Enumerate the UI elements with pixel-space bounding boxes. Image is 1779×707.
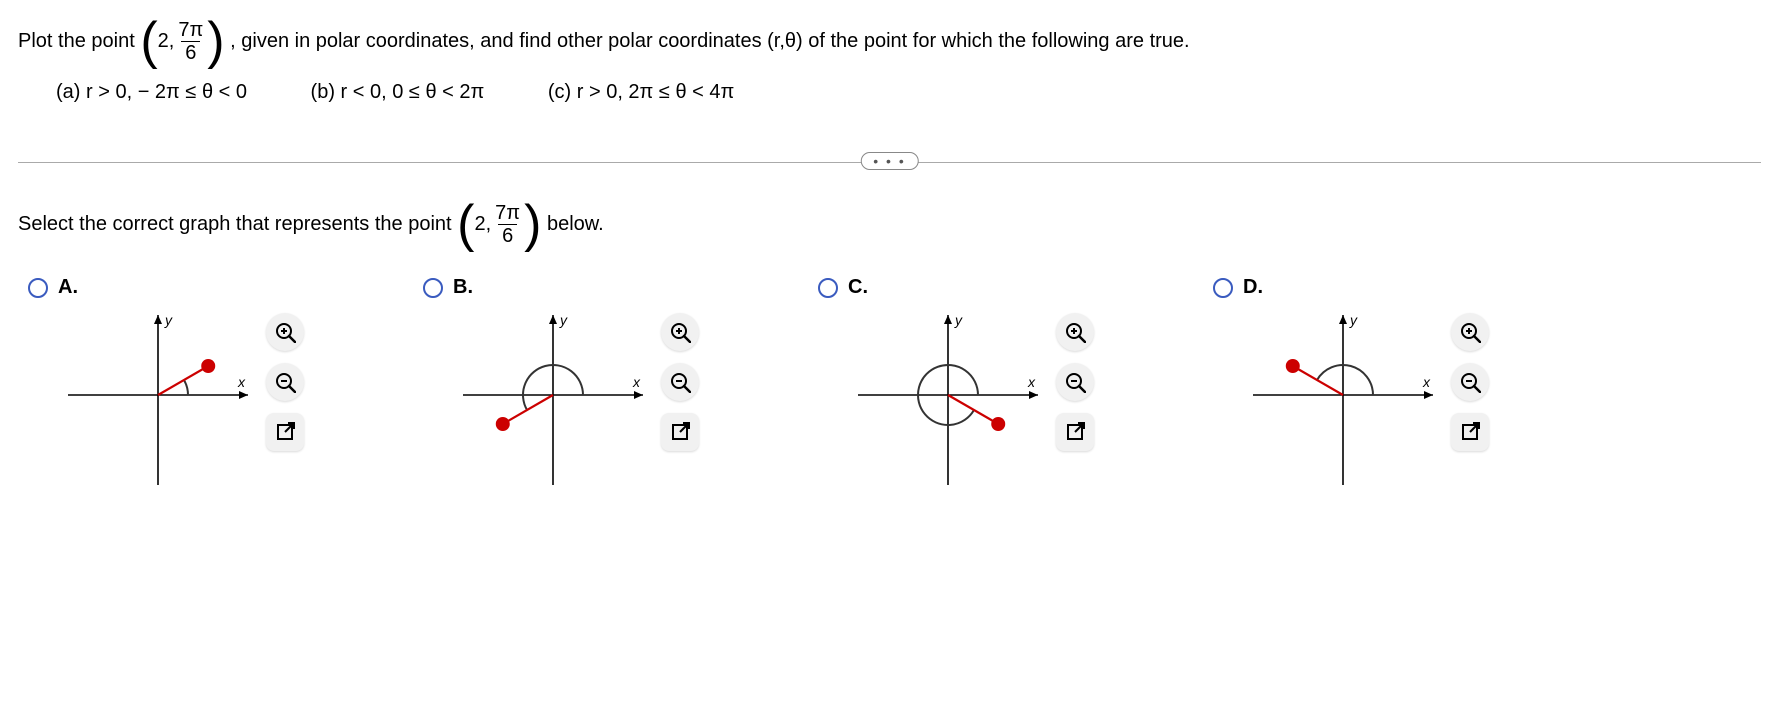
question-text: Plot the point ( 2, 7π 6 ) , given in po… xyxy=(18,20,1761,63)
radio-d[interactable] xyxy=(1213,278,1233,298)
subparts: (a) r > 0, − 2π ≤ θ < 0 (b) r < 0, 0 ≤ θ… xyxy=(56,81,1761,104)
question-tail: , given in polar coordinates, and find o… xyxy=(230,30,1189,52)
tool-column-b xyxy=(661,313,699,451)
fraction-7pi-over-6-2: 7π 6 xyxy=(493,203,522,246)
radio-b[interactable] xyxy=(423,278,443,298)
x-axis-label: x xyxy=(632,374,641,390)
popout-icon[interactable] xyxy=(661,413,699,451)
y-axis-label: y xyxy=(164,312,173,328)
option-b-header[interactable]: B. xyxy=(413,276,808,299)
popout-icon[interactable] xyxy=(266,413,304,451)
fraction-7pi-over-6: 7π 6 xyxy=(176,20,205,63)
option-d-label: D. xyxy=(1243,276,1263,299)
point-expression-2: ( 2, 7π 6 ) xyxy=(457,203,541,246)
prompt2-lead: Select the correct graph that represents… xyxy=(18,213,452,235)
question-lead: Plot the point xyxy=(18,30,135,52)
zoom-in-icon[interactable] xyxy=(1451,313,1489,351)
option-d-header[interactable]: D. xyxy=(1203,276,1598,299)
option-a-header[interactable]: A. xyxy=(18,276,413,299)
option-d: D. y x xyxy=(1203,276,1598,495)
point-r: 2, xyxy=(158,30,175,53)
x-axis-label: x xyxy=(1027,374,1036,390)
popout-icon[interactable] xyxy=(1056,413,1094,451)
tool-column-d xyxy=(1451,313,1489,451)
graph-d: y x xyxy=(1243,305,1443,495)
tool-column-c xyxy=(1056,313,1094,451)
option-c-label: C. xyxy=(848,276,868,299)
graph-c: y x xyxy=(848,305,1048,495)
option-b: B. y x xyxy=(413,276,808,495)
options-row: A. y x xyxy=(18,276,1761,495)
tool-column-a xyxy=(266,313,304,451)
x-axis-label: x xyxy=(1422,374,1431,390)
radio-a[interactable] xyxy=(28,278,48,298)
graph-a: y x xyxy=(58,305,258,495)
zoom-in-icon[interactable] xyxy=(266,313,304,351)
zoom-out-icon[interactable] xyxy=(266,363,304,401)
point-expression: ( 2, 7π 6 ) xyxy=(140,20,224,63)
y-axis-label: y xyxy=(1349,312,1358,328)
option-c: C. y x xyxy=(808,276,1203,495)
y-axis-label: y xyxy=(954,312,963,328)
popout-icon[interactable] xyxy=(1451,413,1489,451)
zoom-out-icon[interactable] xyxy=(661,363,699,401)
x-axis-label: x xyxy=(237,374,246,390)
subpart-b: (b) r < 0, 0 ≤ θ < 2π xyxy=(311,81,485,103)
option-c-header[interactable]: C. xyxy=(808,276,1203,299)
graph-prompt: Select the correct graph that represents… xyxy=(18,203,1761,246)
zoom-out-icon[interactable] xyxy=(1451,363,1489,401)
graph-b: y x xyxy=(453,305,653,495)
radio-c[interactable] xyxy=(818,278,838,298)
zoom-out-icon[interactable] xyxy=(1056,363,1094,401)
zoom-in-icon[interactable] xyxy=(1056,313,1094,351)
zoom-in-icon[interactable] xyxy=(661,313,699,351)
prompt2-tail: below. xyxy=(547,213,604,235)
option-a-label: A. xyxy=(58,276,78,299)
option-b-label: B. xyxy=(453,276,473,299)
point-r-2: 2, xyxy=(474,213,491,236)
subpart-a: (a) r > 0, − 2π ≤ θ < 0 xyxy=(56,81,247,103)
section-divider: • • • xyxy=(18,162,1761,163)
expand-pill[interactable]: • • • xyxy=(860,152,918,170)
option-a: A. y x xyxy=(18,276,413,495)
y-axis-label: y xyxy=(559,312,568,328)
subpart-c: (c) r > 0, 2π ≤ θ < 4π xyxy=(548,81,734,103)
